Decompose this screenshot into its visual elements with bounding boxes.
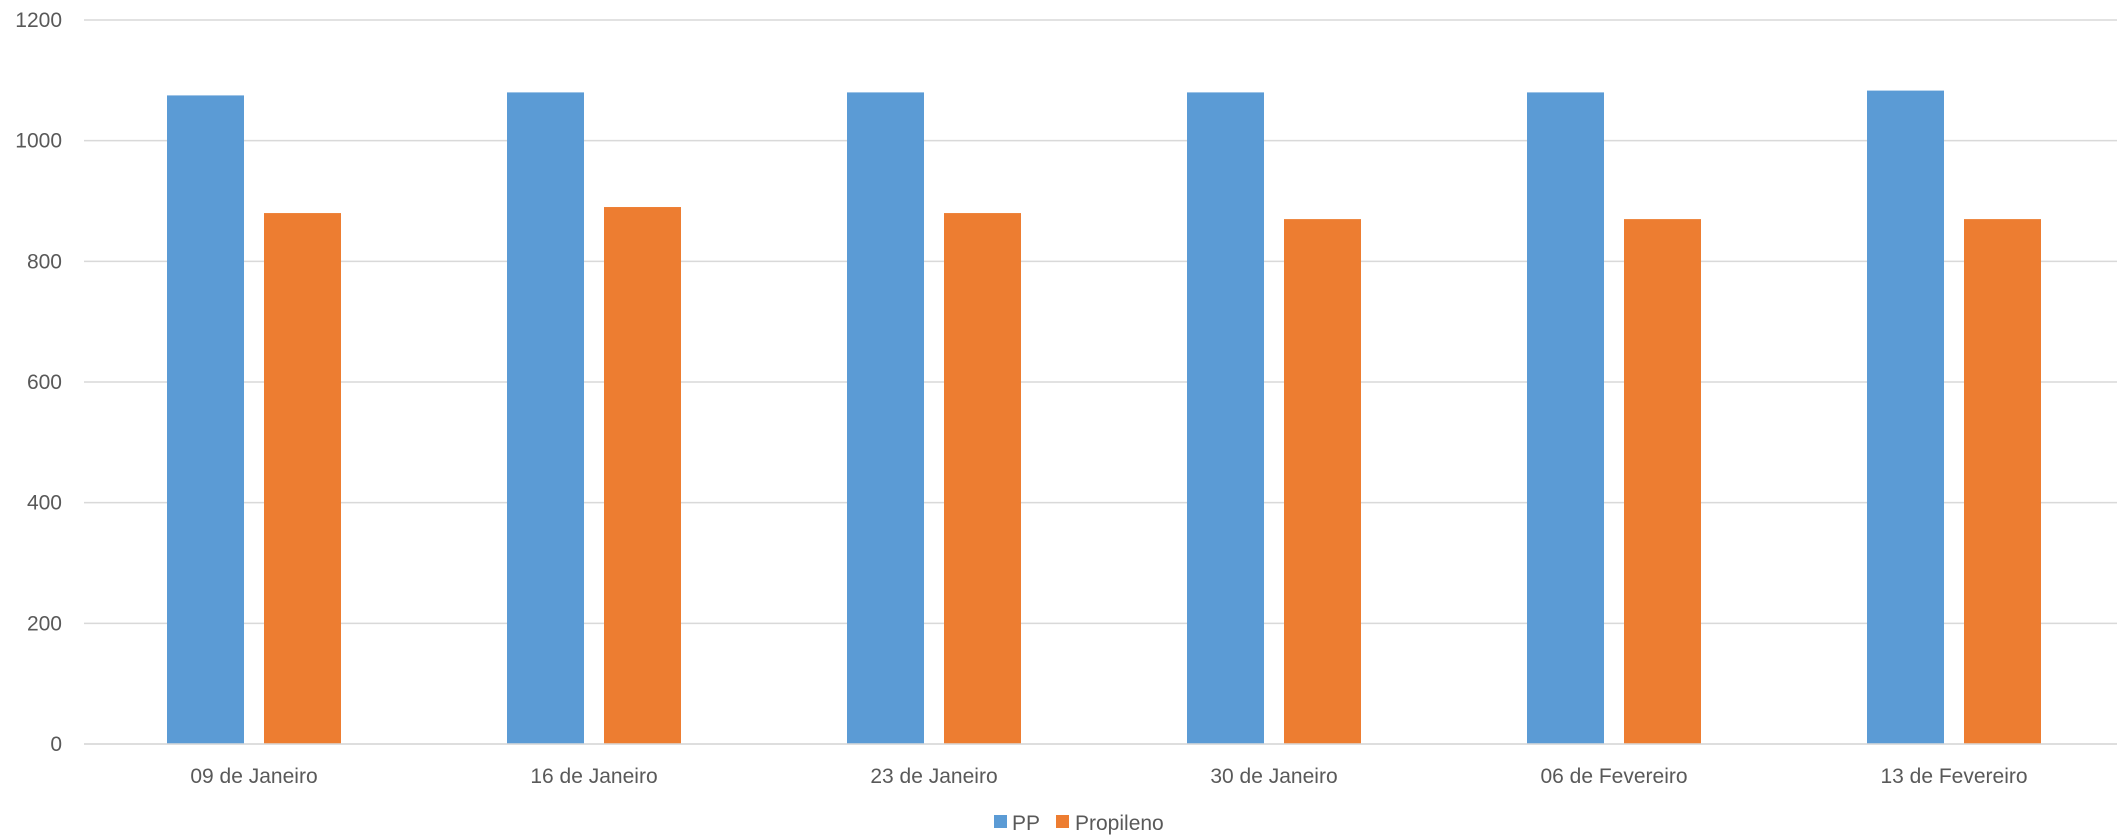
bar-propileno-4 [1284,219,1361,745]
bar-pp-5 [1527,92,1604,744]
y-tick-label: 1000 [15,130,62,153]
x-tick-label: 06 de Fevereiro [1540,765,1687,788]
legend-swatch-pp [994,815,1007,828]
bar-propileno-6 [1964,219,2041,745]
bar-pp-1 [167,95,244,744]
bar-pp-3 [847,92,924,744]
bar-propileno-1 [264,213,341,745]
legend: PP Propileno [994,812,1164,835]
y-tick-label: 0 [50,733,62,756]
legend-label-pp: PP [1012,812,1040,835]
x-axis-ticks: 09 de Janeiro 16 de Janeiro 23 de Janeiro 3… [84,743,2117,788]
legend-label-propileno: Propileno [1075,812,1164,835]
x-tick-label: 30 de Janeiro [1210,765,1337,788]
gridlines [84,19,2117,745]
bars [167,90,2041,745]
bar-pp-2 [507,92,584,744]
y-axis-ticks: 0 200 400 600 800 1000 1200 [15,9,62,756]
legend-swatch-propileno [1056,815,1069,828]
x-tick-label: 16 de Janeiro [530,765,657,788]
bar-propileno-5 [1624,219,1701,745]
y-tick-label: 1200 [15,9,62,32]
y-tick-label: 200 [27,612,62,635]
x-tick-label: 09 de Janeiro [190,765,317,788]
x-tick-label: 13 de Fevereiro [1880,765,2027,788]
y-tick-label: 400 [27,492,62,515]
bar-pp-6 [1867,90,1944,745]
bar-propileno-2 [604,207,681,745]
y-tick-label: 600 [27,371,62,394]
bar-propileno-3 [944,213,1021,745]
y-tick-label: 800 [27,250,62,273]
x-tick-label: 23 de Janeiro [870,765,997,788]
bar-pp-4 [1187,92,1264,744]
